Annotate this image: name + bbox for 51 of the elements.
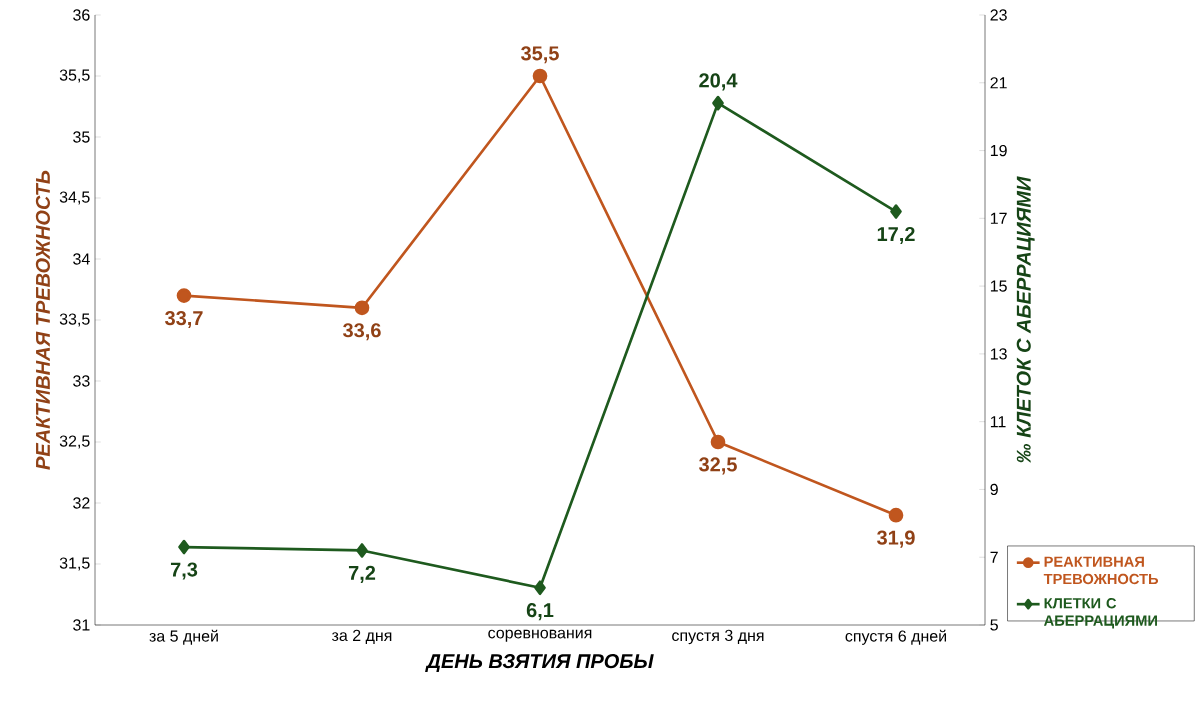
data-label: 7,3 — [170, 562, 198, 580]
point — [356, 543, 368, 558]
y2-tick-label: 5 — [990, 619, 998, 631]
y2-tick-label: 21 — [990, 77, 1007, 89]
point — [532, 68, 548, 84]
data-label: 7,2 — [348, 565, 376, 583]
y2-tick-label: 9 — [990, 483, 998, 496]
point — [710, 434, 726, 450]
point — [888, 507, 904, 523]
y2-tick-label: 11 — [990, 416, 1006, 428]
point — [534, 580, 546, 596]
data-label: 6,1 — [526, 603, 554, 621]
point — [712, 95, 724, 111]
y2-axis-title: ‰ КЛЕТОК С АБЕРРАЦИЯМИ — [1016, 176, 1035, 463]
y-tick-label: 33 — [73, 375, 90, 387]
y2-tick-label: 23 — [990, 9, 1007, 21]
x-tick-label: спустя 6 дней — [845, 629, 947, 645]
y2-tick-label: 19 — [990, 144, 1007, 157]
y-tick-label: 31,5 — [59, 557, 90, 571]
y-tick-label: 34,5 — [59, 191, 90, 205]
y2-tick-label: 17 — [990, 212, 1007, 224]
y-tick-label: 35,5 — [59, 69, 90, 83]
y-tick-label: 34 — [73, 253, 90, 265]
data-label: 17,2 — [877, 226, 915, 244]
y2-tick-label: 7 — [990, 551, 998, 563]
legend-label: КЛЕТКИ С АБЕРРАЦИЯМИ — [1043, 598, 1157, 629]
point — [178, 539, 190, 555]
y-tick-label: 32 — [73, 497, 90, 509]
x-axis-title: ДЕНЬ ВЗЯТИЯ ПРОБЫ — [425, 654, 654, 672]
y-tick-label: 35 — [73, 131, 90, 143]
x-tick-label: за 2 дня — [331, 629, 392, 645]
data-label: 20,4 — [699, 73, 738, 91]
y2-tick-label: 15 — [990, 280, 1007, 292]
x-tick-label: за 5 дней — [149, 629, 218, 645]
data-label: 33,7 — [165, 310, 203, 329]
data-label: 35,5 — [521, 46, 559, 64]
y-tick-label: 31 — [73, 619, 90, 631]
y2-tick-label: 13 — [990, 348, 1007, 360]
y-axis-title: РЕАКТИВНАЯ ТРЕВОЖНОСТЬ — [35, 170, 50, 470]
y-tick-label: 33,5 — [59, 313, 90, 327]
point — [354, 300, 370, 316]
data-label: 33,6 — [343, 323, 381, 341]
point — [176, 288, 192, 303]
data-label: 32,5 — [699, 457, 737, 475]
y-tick-label: 36 — [73, 9, 90, 21]
data-label: 31,9 — [877, 530, 915, 548]
y-tick-label: 32,5 — [59, 435, 90, 449]
x-tick-label: соревнования — [488, 629, 592, 642]
point — [890, 204, 902, 219]
legend-label: РЕАКТИВНАЯ ТРЕВОЖНОСТЬ — [1043, 556, 1159, 585]
x-tick-label: спустя 3 дня — [672, 629, 764, 645]
